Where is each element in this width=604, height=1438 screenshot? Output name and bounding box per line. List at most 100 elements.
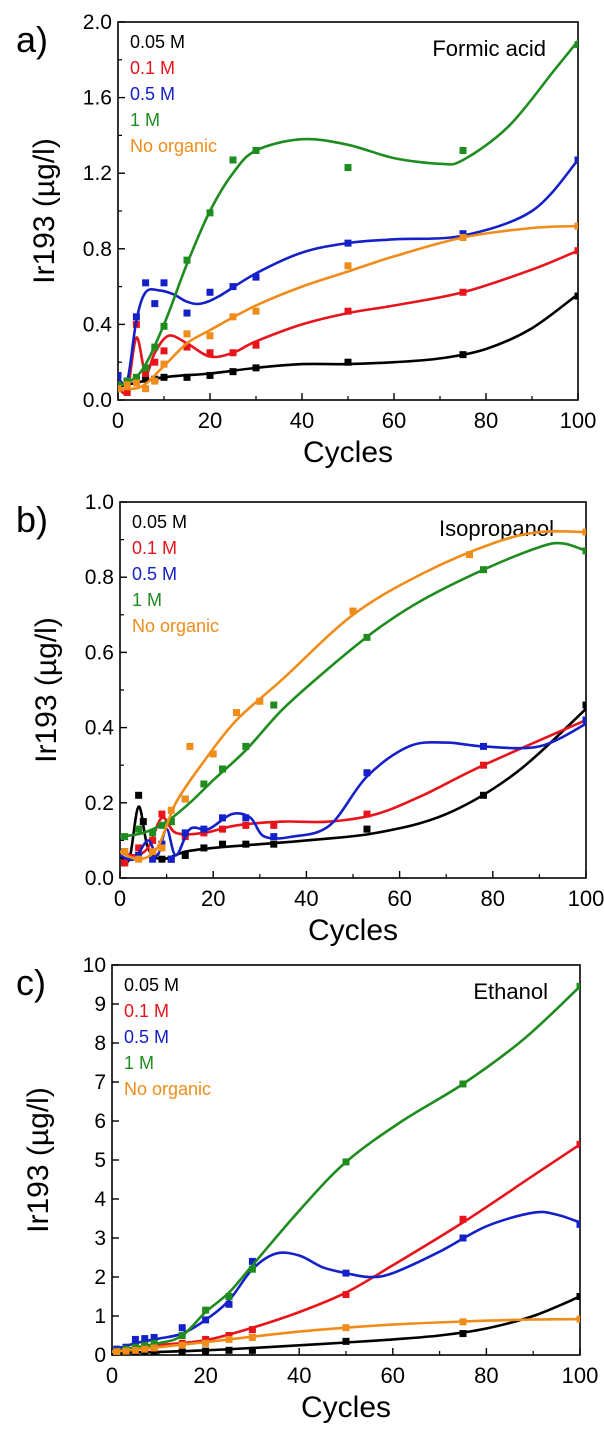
data-point [178,1324,186,1332]
x-tick-label: 20 [193,1363,217,1388]
data-point [178,1341,186,1349]
y-tick-label: 0.4 [85,717,115,740]
y-tick-label: 0.0 [85,867,114,890]
legend-entry: 1 M [124,1053,154,1073]
data-point [141,1335,149,1343]
chart-panel-2: 0 20 40 60 80 100 0.0 0.2 0.4 0.6 0.8 1.0 Cycles Ir19… [16,491,604,947]
x-tick-label: 60 [381,1363,405,1388]
data-point [142,375,150,383]
data-point [142,370,150,378]
data-point [186,742,194,750]
legend-entry: 0.5 M [130,84,175,104]
y-tick-label: 0.4 [83,313,113,336]
data-point [576,1220,580,1228]
data-point [225,1293,233,1300]
data-point [202,1347,210,1355]
data-point [252,341,260,349]
data-point [459,230,467,238]
data-point [158,821,166,829]
data-point [582,716,586,724]
x-tick-label: 100 [560,408,597,433]
data-point [123,388,131,396]
y-tick-label: 0.8 [85,566,114,589]
data-point [206,371,214,379]
data-point [219,825,227,833]
y-tick-label: 0.8 [83,238,112,261]
data-point [459,1330,467,1338]
chart-title: Ethanol [473,979,548,1004]
data-point [150,1344,158,1352]
series-line [120,722,586,862]
series-3 [120,541,586,841]
data-point [132,313,140,321]
data-point [225,1346,233,1354]
series-2 [120,716,586,863]
data-point [363,825,371,833]
data-point [225,1332,233,1339]
data-point [479,742,487,750]
series-2 [112,1210,580,1353]
data-point [121,848,129,856]
data-point [576,1140,580,1148]
data-point [242,814,250,822]
series-line [120,718,586,857]
legend-entry: No organic [132,616,219,636]
data-point [576,1315,580,1323]
y-tick-label: 5 [94,1149,106,1172]
data-point [151,300,159,308]
data-point [158,844,166,852]
chart-title: Isopropanol [439,516,554,541]
x-axis-label: Cycles [301,1391,391,1424]
data-point [582,547,586,555]
data-point [183,330,191,338]
data-point [181,795,189,803]
y-tick-label: 0.0 [83,389,112,412]
data-point [363,633,371,641]
data-point [167,806,175,814]
chart-panel-1: 0 20 40 60 80 100 0.0 0.4 0.8 1.2 1.6 2.0 Cycles Ir19… [16,11,596,469]
data-point [466,551,473,559]
data-point [141,1345,149,1353]
data-point [202,1306,210,1314]
legend-entry: 1 M [132,590,162,610]
data-point [150,1333,158,1341]
x-tick-label: 80 [474,1363,498,1388]
series-line [112,1143,580,1353]
data-point [252,147,260,155]
data-point [574,156,578,164]
x-tick-label: 40 [294,886,318,911]
data-point [160,373,168,381]
data-point [142,385,150,393]
chart-panel-3: 0 20 40 60 80 100 0 1 2 3 4 5 6 7 8 9 10 Cycles Ir193 (µg/… [16,954,598,1424]
legend-entry: 0.05 M [130,32,185,52]
data-point [183,309,191,317]
data-point [183,256,191,264]
legend-entry: 0.05 M [132,512,187,532]
data-point [242,742,250,750]
data-point [344,239,352,247]
y-tick-label: 8 [94,1032,106,1055]
x-tick-label: 80 [481,886,505,911]
data-point [158,855,166,863]
plot-frame [119,501,587,879]
y-tick-label: 7 [94,1071,106,1094]
series-line [118,249,578,395]
y-tick-label: 0.6 [85,641,114,664]
data-point [202,1335,210,1343]
data-point [150,1348,158,1355]
data-point [342,1337,350,1345]
data-point [209,750,217,758]
legend-entry: No organic [130,136,217,156]
data-point [229,156,237,164]
data-point [131,1335,139,1343]
data-point [181,829,189,837]
data-point [151,343,159,351]
data-point [574,292,578,300]
data-point [200,825,208,833]
data-point [123,381,131,389]
data-point [344,358,352,366]
data-point [219,814,227,822]
data-point [342,1158,350,1166]
data-point [229,313,237,321]
x-tick-label: 0 [114,886,126,911]
